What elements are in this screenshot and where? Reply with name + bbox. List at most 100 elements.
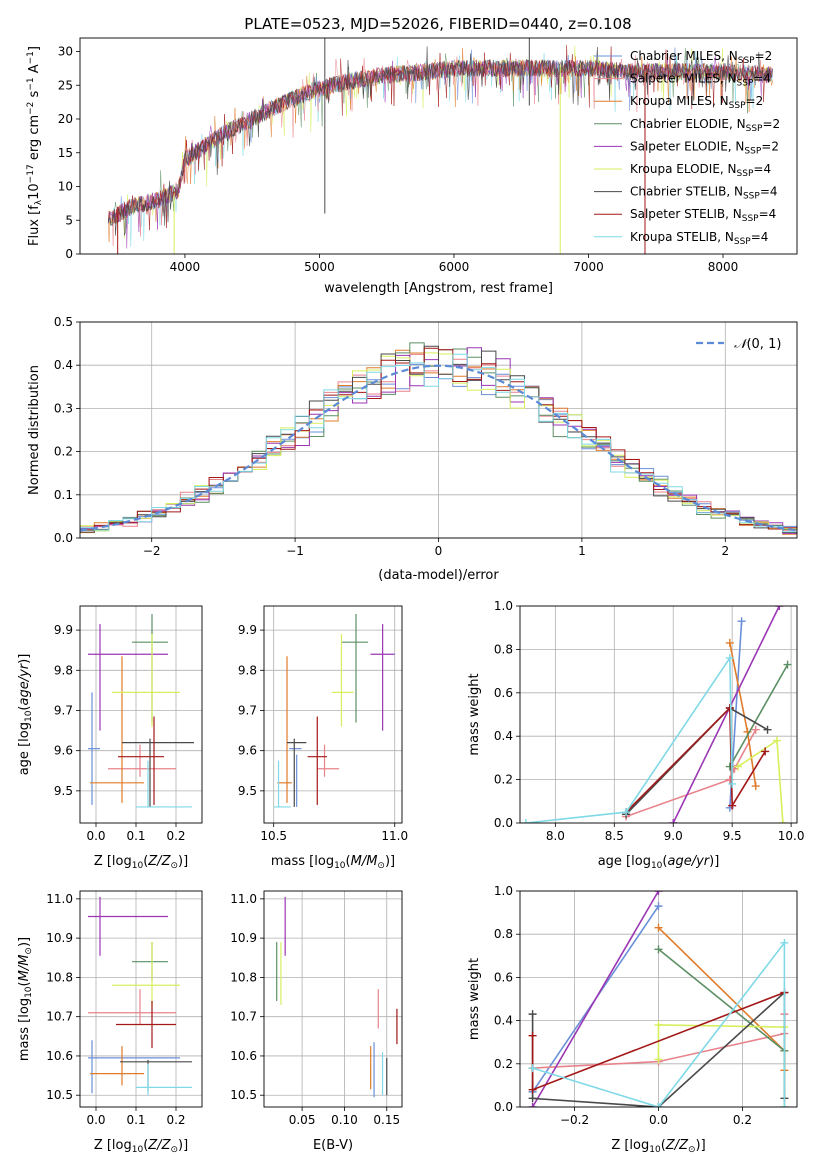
- weight-marker: [737, 617, 746, 626]
- y-tick-label: 9.5: [54, 784, 73, 798]
- panel-residuals: −2 −1 0 1 2 0.0 0.1 0.2 0.3 0.4 0.5 𝒩(0, 1) (data-mo…: [27, 315, 798, 583]
- ticks: 4000 5000 6000 7000 8000 0 5 10 15 20 25 30: [58, 45, 739, 275]
- y-tick-label: 0.2: [494, 1057, 513, 1071]
- y-tick-label: 10.9: [46, 931, 73, 945]
- weight-marker: [751, 782, 760, 791]
- x-tick-label: 0.15: [373, 1113, 400, 1127]
- y-axis-label: mass [log10(M/M⊙)]: [17, 937, 34, 1061]
- y-tick-label: 11.0: [46, 892, 73, 906]
- weight-marker: [654, 902, 663, 911]
- weight-marker: [772, 736, 781, 745]
- axes-frame: [79, 605, 203, 824]
- plot-area: [80, 342, 797, 535]
- legend-entry: Salpeter STELIB, NSSP=4: [630, 207, 776, 224]
- plot-area: [521, 606, 792, 823]
- y-tick-label: 10.5: [46, 1088, 73, 1102]
- y-tick-label: 9.5: [238, 784, 257, 798]
- weight-line-5: [737, 739, 784, 823]
- x-tick-label: −2: [143, 544, 161, 558]
- x-tick-label: 0.1: [126, 829, 145, 843]
- weight-marker: [763, 725, 772, 734]
- legend-entry: Kroupa MILES, NSSP=2: [630, 94, 763, 111]
- legend-entry: Chabrier MILES, NSSP=2: [630, 49, 772, 66]
- x-tick-label: 0.10: [331, 1113, 358, 1127]
- y-tick-label: 9.7: [54, 703, 73, 717]
- weight-marker: [778, 819, 787, 823]
- x-tick-label: 0.2: [733, 1113, 752, 1127]
- y-tick-label: 9.8: [54, 663, 73, 677]
- y-tick-label: 0.0: [54, 531, 73, 545]
- y-tick-label: 0.0: [494, 816, 513, 830]
- x-axis-label: (data-model)/error: [378, 568, 499, 583]
- plot-area: [276, 896, 398, 1098]
- ticks: −2 −1 0 1 2 0.0 0.1 0.2 0.3 0.4 0.5: [54, 315, 729, 558]
- weight-marker: [669, 819, 678, 823]
- y-tick-label: 1.0: [494, 599, 513, 613]
- x-axis-label: Z [log10(Z/Z⊙)]: [94, 1138, 188, 1155]
- weight-line-8: [532, 940, 786, 1107]
- weight-line-3: [729, 664, 789, 767]
- y-tick-label: 10.9: [230, 931, 257, 945]
- x-tick-label: 0.0: [86, 1113, 105, 1127]
- y-tick-label: 11.0: [230, 892, 257, 906]
- weight-marker: [780, 938, 789, 947]
- legend-entry: Chabrier ELODIE, NSSP=2: [630, 117, 780, 134]
- y-tick-label: 10.5: [230, 1088, 257, 1102]
- weight-marker: [622, 808, 631, 817]
- y-tick-label: 5: [65, 213, 73, 227]
- ticks: 8.0 8.5 9.0 9.5 10.0 0.0 0.2 0.4 0.6 0.8 1.0: [494, 599, 805, 843]
- x-axis-label: age [log10(age/yr)]: [598, 854, 720, 871]
- weight-marker: [528, 1010, 537, 1019]
- weight-marker: [521, 819, 530, 823]
- x-tick-label: 10.5: [260, 829, 287, 843]
- histogram-6: [80, 345, 797, 533]
- x-tick-label: 9.5: [723, 829, 742, 843]
- x-tick-label: 0.1: [126, 1113, 145, 1127]
- spectrum-line-6: [107, 46, 773, 236]
- x-axis-label: Z [log10(Z/Z⊙)]: [611, 1138, 705, 1155]
- x-tick-label: 2: [721, 544, 729, 558]
- legend-entry: Kroupa STELIB, NSSP=4: [630, 230, 768, 247]
- spectrum-legend: Chabrier MILES, NSSP=2 Salpeter MILES, NS…: [594, 49, 780, 247]
- grid-lines: [264, 606, 402, 823]
- histogram-8: [80, 353, 797, 533]
- weight-marker: [654, 1055, 663, 1064]
- weight-line-8: [525, 655, 733, 823]
- y-tick-label: 0.0: [494, 1100, 513, 1114]
- x-tick-label: 10.0: [778, 829, 805, 843]
- y-tick-label: 10.7: [46, 1010, 73, 1024]
- y-tick-label: 10: [58, 180, 73, 194]
- x-tick-label: 0.0: [649, 1113, 668, 1127]
- x-tick-label: 7000: [573, 260, 604, 274]
- y-tick-label: 9.6: [54, 744, 73, 758]
- weight-marker: [780, 1103, 789, 1107]
- y-tick-label: 0.6: [494, 686, 513, 700]
- y-tick-label: 9.6: [238, 744, 257, 758]
- weight-marker: [654, 945, 663, 954]
- weight-marker: [734, 762, 743, 771]
- y-tick-label: 0.1: [54, 488, 73, 502]
- panel-age-vs-Z: 0.0 0.1 0.2 9.5 9.6 9.7 9.8 9.9 Z [log10(Z/Z⊙)] a…: [17, 605, 203, 871]
- grid-lines: [80, 606, 202, 823]
- weight-marker: [528, 1064, 537, 1073]
- panel-weight-vs-Z: −0.2 0.0 0.2 0.0 0.2 0.4 0.6 0.8 1.0 Z [log10(Z/Z…: [467, 884, 798, 1155]
- panel-age-vs-mass: 10.5 11.0 9.5 9.6 9.7 9.8 9.9 mass [log10(M/M⊙)…: [238, 605, 408, 871]
- y-tick-label: 10.8: [46, 970, 73, 984]
- x-axis-label: wavelength [Angstrom, rest frame]: [324, 281, 553, 296]
- weight-line-3: [657, 948, 785, 1052]
- ticks: 0.05 0.10 0.15 10.5 10.6 10.7 10.8 10.9 11.0: [230, 892, 400, 1127]
- y-tick-label: 9.9: [54, 623, 73, 637]
- weight-marker: [528, 1094, 537, 1103]
- y-tick-label: 0: [65, 247, 73, 261]
- ticks: −0.2 0.0 0.2 0.0 0.2 0.4 0.6 0.8 1.0: [494, 884, 752, 1127]
- weight-marker: [528, 1103, 537, 1107]
- y-tick-label: 30: [58, 45, 73, 59]
- x-tick-label: 0.2: [166, 829, 185, 843]
- weight-marker: [528, 1031, 537, 1040]
- panel-weight-vs-age: 8.0 8.5 9.0 9.5 10.0 0.0 0.2 0.4 0.6 0.8 1.0 age [l…: [467, 599, 804, 871]
- weight-marker: [528, 1085, 537, 1094]
- y-tick-label: 10.7: [230, 1010, 257, 1024]
- legend-entry: Chabrier STELIB, NSSP=4: [630, 185, 778, 202]
- y-tick-label: 0.5: [54, 315, 73, 329]
- weight-marker: [775, 606, 784, 610]
